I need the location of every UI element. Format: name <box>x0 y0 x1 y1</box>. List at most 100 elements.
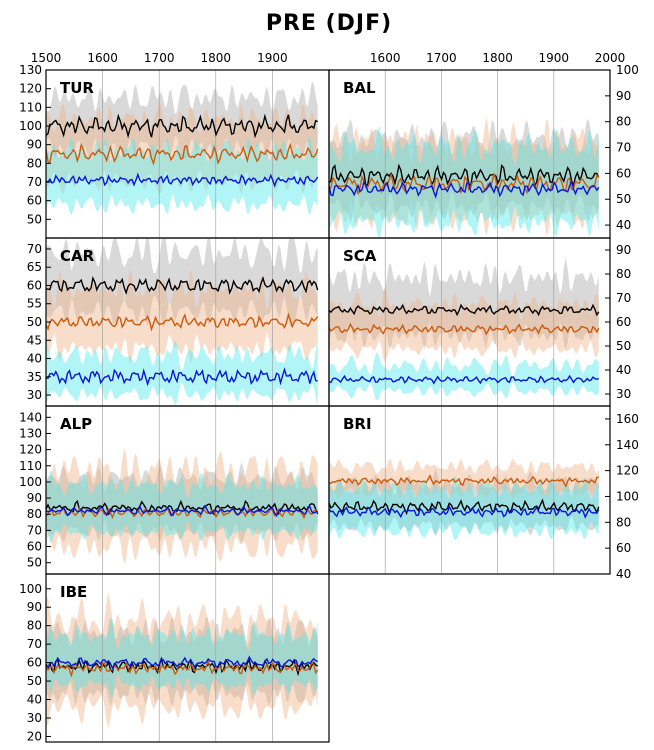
panel-label: SCA <box>343 247 377 265</box>
series-line-orange <box>46 658 319 678</box>
x-tick-label: 1800 <box>482 51 513 65</box>
chart-title: PRE (DJF) <box>266 11 392 36</box>
band-blue <box>46 618 318 698</box>
panel-alp: ALP 50 60 70 80 90 100 110 120 130 140 <box>19 405 330 575</box>
y-tick-label: 30 <box>616 387 631 401</box>
series-line-orange <box>46 142 319 166</box>
y-tick-label: 120 <box>19 82 42 96</box>
y-tick-label: 90 <box>616 243 631 257</box>
panel-frame <box>45 573 330 743</box>
y-tick-label: 65 <box>27 260 42 274</box>
plot-area <box>46 70 319 238</box>
y-tick-label: 40 <box>616 363 631 377</box>
panel-car: CAR 30 35 40 45 50 55 60 65 70 <box>27 237 330 407</box>
series-line-blue <box>46 367 318 387</box>
y-tick-label: 120 <box>19 443 42 457</box>
panel-tur: TUR 50 60 70 80 90 100 110 120 130 <box>19 63 330 239</box>
y-tick-label: 30 <box>27 388 42 402</box>
series-line-blue <box>46 172 319 188</box>
y-tick-label: 90 <box>27 600 42 614</box>
panel-sca: SCA 30 40 50 60 70 80 90 <box>328 237 631 407</box>
x-tick-label: 1900 <box>257 51 288 65</box>
series-line-blue <box>46 655 318 670</box>
y-tick-label: 40 <box>27 352 42 366</box>
panels-layer: TUR 50 60 70 80 90 100 110 120 130 BAL 40 50 60 70 80 90… <box>19 51 639 743</box>
y-tick-label: 60 <box>616 541 631 555</box>
band-orange <box>46 592 318 728</box>
band-orange <box>46 267 318 365</box>
y-tick-label: 90 <box>27 138 42 152</box>
y-tick-label: 20 <box>27 729 42 743</box>
band-orange <box>329 116 599 237</box>
y-tick-label: 60 <box>27 540 42 554</box>
band-blue <box>46 338 318 406</box>
x-tick-label: 1700 <box>144 51 175 65</box>
y-tick-label: 50 <box>616 339 631 353</box>
plot-area <box>329 406 600 574</box>
series-line-blue <box>329 504 600 519</box>
y-tick-label: 80 <box>27 156 42 170</box>
y-tick-label: 70 <box>616 291 631 305</box>
series-line-blue <box>329 374 600 385</box>
y-tick-label: 50 <box>27 556 42 570</box>
y-tick-label: 70 <box>27 175 42 189</box>
band-blue <box>46 471 318 543</box>
y-tick-label: 35 <box>27 370 42 384</box>
y-tick-label: 100 <box>19 582 42 596</box>
y-tick-label: 80 <box>616 267 631 281</box>
y-tick-label: 140 <box>616 438 639 452</box>
series-line-blue <box>329 178 600 199</box>
y-tick-label: 80 <box>27 619 42 633</box>
series-line-black <box>46 113 319 139</box>
y-tick-label: 140 <box>19 410 42 424</box>
series-line-black <box>46 499 319 516</box>
y-tick-label: 40 <box>616 567 631 581</box>
x-tick-label: 2000 <box>595 51 626 65</box>
plot-area <box>329 70 600 238</box>
plot-area <box>46 406 319 574</box>
y-tick-label: 130 <box>19 426 42 440</box>
y-tick-label: 70 <box>27 242 42 256</box>
plot-area <box>329 238 600 406</box>
panel-frame <box>328 405 611 575</box>
y-tick-label: 30 <box>27 711 42 725</box>
y-tick-label: 130 <box>19 63 42 77</box>
x-tick-label: 1700 <box>426 51 457 65</box>
y-tick-label: 110 <box>19 100 42 114</box>
panel-label: TUR <box>60 79 94 97</box>
x-tick-label: 1600 <box>370 51 401 65</box>
y-tick-label: 40 <box>27 693 42 707</box>
plot-area <box>46 574 319 742</box>
x-tick-label: 1500 <box>31 51 62 65</box>
panel-bri: BRI 40 60 80 100 120 140 160 <box>328 405 639 581</box>
y-tick-label: 60 <box>27 278 42 292</box>
series-line-black <box>329 498 600 516</box>
band-black <box>46 238 318 328</box>
y-tick-label: 40 <box>616 218 631 232</box>
panel-ibe: IBE 20 30 40 50 60 70 80 90 100 <box>19 573 330 743</box>
panel-label: CAR <box>60 247 95 265</box>
series-line-orange <box>329 322 600 336</box>
band-orange <box>329 286 599 363</box>
panel-label: BAL <box>343 79 376 97</box>
y-tick-label: 70 <box>616 141 631 155</box>
y-tick-label: 100 <box>19 119 42 133</box>
y-tick-label: 60 <box>27 194 42 208</box>
y-tick-label: 100 <box>616 489 639 503</box>
panel-label: BRI <box>343 415 372 433</box>
y-tick-label: 50 <box>616 192 631 206</box>
y-tick-label: 45 <box>27 333 42 347</box>
y-tick-label: 55 <box>27 297 42 311</box>
band-blue <box>46 135 318 216</box>
y-tick-label: 60 <box>27 656 42 670</box>
y-tick-label: 50 <box>27 315 42 329</box>
series-line-black <box>46 275 319 295</box>
x-tick-label: 1900 <box>539 51 570 65</box>
series-line-orange <box>329 474 600 488</box>
band-orange <box>46 103 318 195</box>
series-line-orange <box>46 312 319 332</box>
band-blue <box>329 352 599 401</box>
series-line-blue <box>46 504 318 518</box>
panel-label: ALP <box>60 415 92 433</box>
